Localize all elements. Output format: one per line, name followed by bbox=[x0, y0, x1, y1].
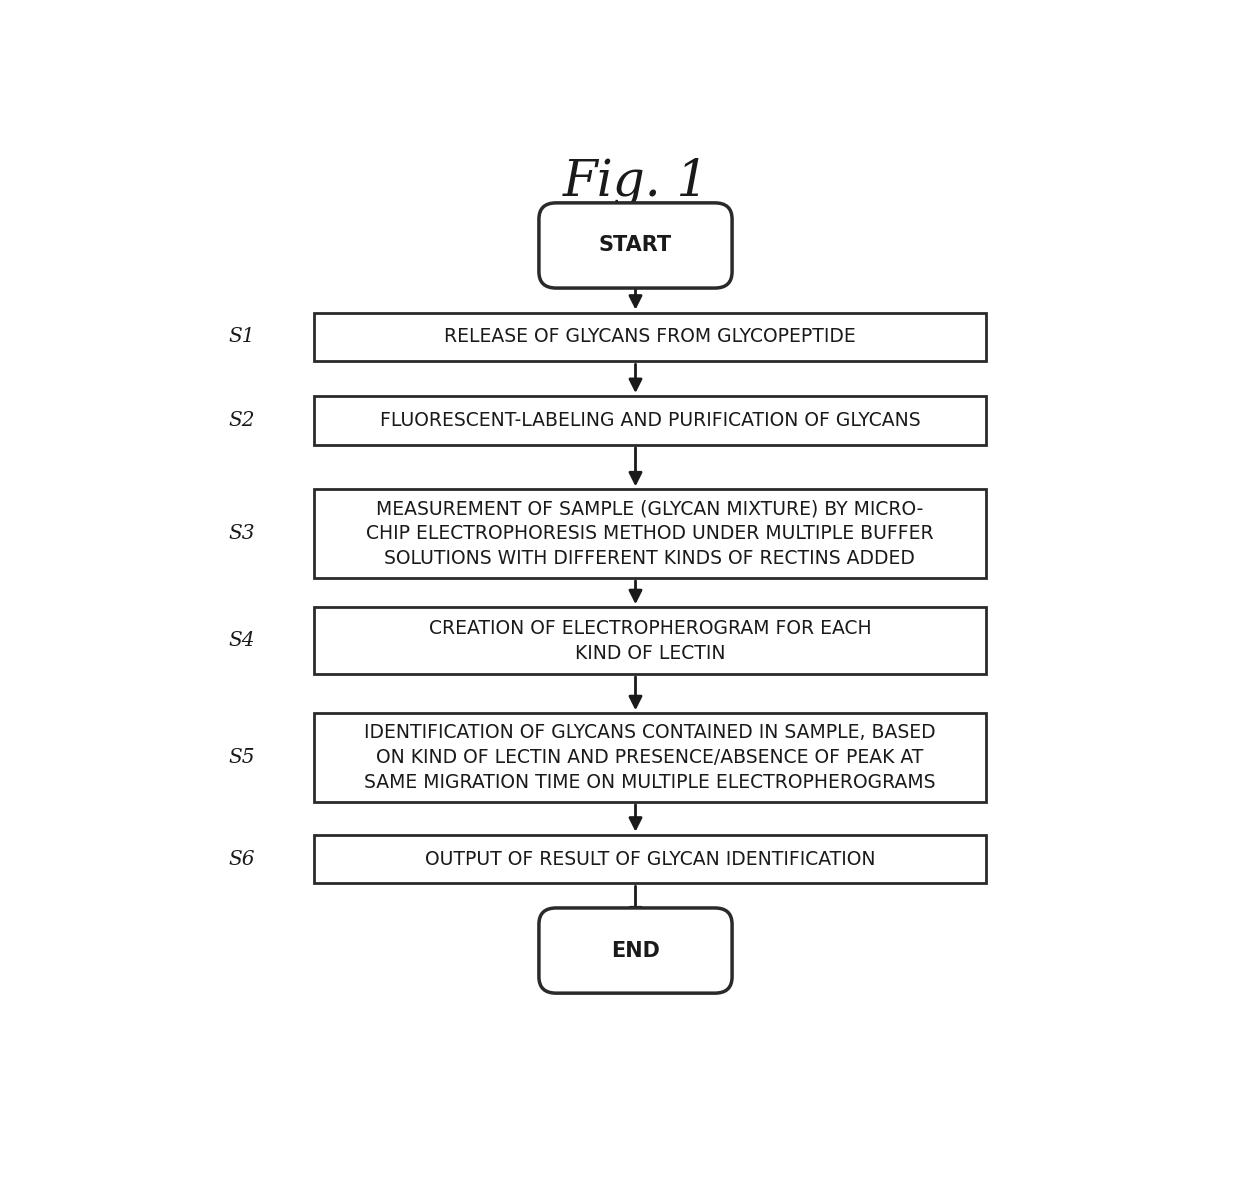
Text: S2: S2 bbox=[228, 411, 254, 430]
FancyBboxPatch shape bbox=[314, 713, 986, 802]
Text: IDENTIFICATION OF GLYCANS CONTAINED IN SAMPLE, BASED
ON KIND OF LECTIN AND PRESE: IDENTIFICATION OF GLYCANS CONTAINED IN S… bbox=[365, 723, 936, 792]
Text: END: END bbox=[611, 940, 660, 960]
FancyBboxPatch shape bbox=[539, 202, 732, 288]
Text: CREATION OF ELECTROPHEROGRAM FOR EACH
KIND OF LECTIN: CREATION OF ELECTROPHEROGRAM FOR EACH KI… bbox=[429, 619, 872, 663]
Text: S1: S1 bbox=[228, 327, 254, 346]
FancyBboxPatch shape bbox=[314, 834, 986, 884]
Text: RELEASE OF GLYCANS FROM GLYCOPEPTIDE: RELEASE OF GLYCANS FROM GLYCOPEPTIDE bbox=[444, 327, 856, 346]
Text: S5: S5 bbox=[228, 749, 254, 767]
FancyBboxPatch shape bbox=[314, 490, 986, 578]
Text: S6: S6 bbox=[228, 850, 254, 869]
Text: START: START bbox=[599, 235, 672, 255]
FancyBboxPatch shape bbox=[314, 607, 986, 674]
FancyBboxPatch shape bbox=[314, 313, 986, 361]
FancyBboxPatch shape bbox=[314, 395, 986, 445]
FancyBboxPatch shape bbox=[539, 907, 732, 993]
Text: S3: S3 bbox=[228, 524, 254, 543]
Text: S4: S4 bbox=[228, 631, 254, 650]
Text: Fig. 1: Fig. 1 bbox=[562, 158, 709, 207]
Text: FLUORESCENT-LABELING AND PURIFICATION OF GLYCANS: FLUORESCENT-LABELING AND PURIFICATION OF… bbox=[379, 411, 920, 430]
Text: OUTPUT OF RESULT OF GLYCAN IDENTIFICATION: OUTPUT OF RESULT OF GLYCAN IDENTIFICATIO… bbox=[424, 850, 875, 869]
Text: MEASUREMENT OF SAMPLE (GLYCAN MIXTURE) BY MICRO-
CHIP ELECTROPHORESIS METHOD UND: MEASUREMENT OF SAMPLE (GLYCAN MIXTURE) B… bbox=[366, 499, 934, 568]
